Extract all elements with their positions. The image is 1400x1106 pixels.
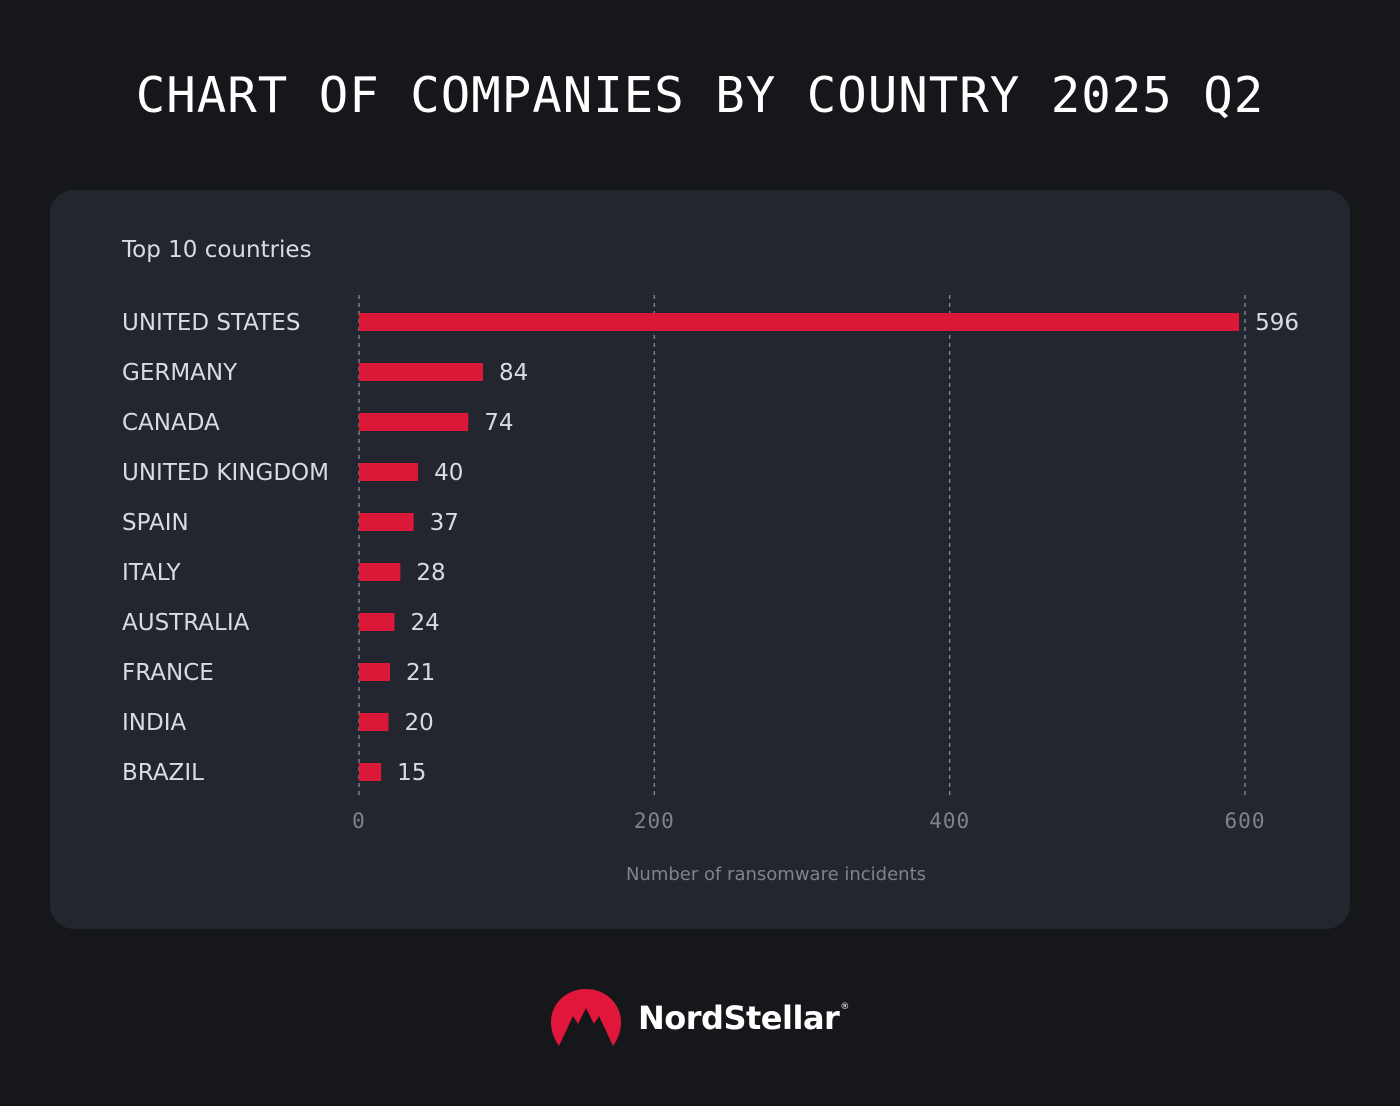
- value-label: 28: [416, 560, 445, 586]
- bar-spain: [359, 513, 414, 531]
- category-label: SPAIN: [122, 510, 189, 536]
- category-label: INDIA: [122, 710, 186, 736]
- labels: 0 200 400 600 UNITED STATES 596 GERMANY 84 CANAD…: [122, 310, 1299, 833]
- category-label: UNITED KINGDOM: [122, 460, 329, 486]
- category-label: FRANCE: [122, 660, 214, 686]
- bar-united-states: [359, 313, 1240, 331]
- value-label: 37: [430, 510, 459, 536]
- value-label: 15: [397, 760, 426, 786]
- value-label: 84: [499, 360, 528, 386]
- brand-logo: NordStellar ®: [548, 986, 849, 1050]
- bar-germany: [359, 363, 484, 381]
- page-title: CHART OF COMPANIES BY COUNTRY 2025 Q2: [135, 67, 1265, 124]
- bar-italy: [359, 563, 401, 581]
- bar-canada: [359, 413, 469, 431]
- registered-mark: ®: [840, 1002, 850, 1012]
- bar-brazil: [359, 763, 382, 781]
- value-label: 596: [1255, 310, 1299, 336]
- x-tick-label-600: 600: [1225, 809, 1266, 833]
- category-label: ITALY: [122, 560, 182, 586]
- bar-united-kingdom: [359, 463, 419, 481]
- value-label: 40: [434, 460, 463, 486]
- value-label: 24: [410, 610, 439, 636]
- category-label: UNITED STATES: [122, 310, 300, 336]
- category-label: GERMANY: [122, 360, 238, 386]
- value-label: 74: [484, 410, 513, 436]
- category-label: CANADA: [122, 410, 220, 436]
- bars: [359, 313, 1240, 781]
- grid-lines: [358, 295, 1246, 797]
- nordstellar-mountain-logo-icon: [551, 989, 621, 1046]
- brand-name: NordStellar: [638, 999, 840, 1037]
- x-tick-label-200: 200: [634, 809, 675, 833]
- bar-australia: [359, 613, 395, 631]
- value-label: 20: [405, 710, 434, 736]
- category-label: AUSTRALIA: [122, 610, 250, 636]
- category-label: BRAZIL: [122, 760, 204, 786]
- chart-subtitle: Top 10 countries: [122, 237, 312, 263]
- x-tick-label-0: 0: [352, 809, 366, 833]
- x-tick-label-400: 400: [929, 809, 970, 833]
- bar-india: [359, 713, 389, 731]
- value-label: 21: [406, 660, 435, 686]
- bar-chart: 0 200 400 600 UNITED STATES 596 GERMANY 84 CANAD…: [122, 295, 1299, 885]
- x-axis-title: Number of ransomware incidents: [626, 864, 926, 885]
- chart-card: Top 10 countries 0 200 400 600 UNITED STATES…: [50, 190, 1350, 929]
- bar-france: [359, 663, 391, 681]
